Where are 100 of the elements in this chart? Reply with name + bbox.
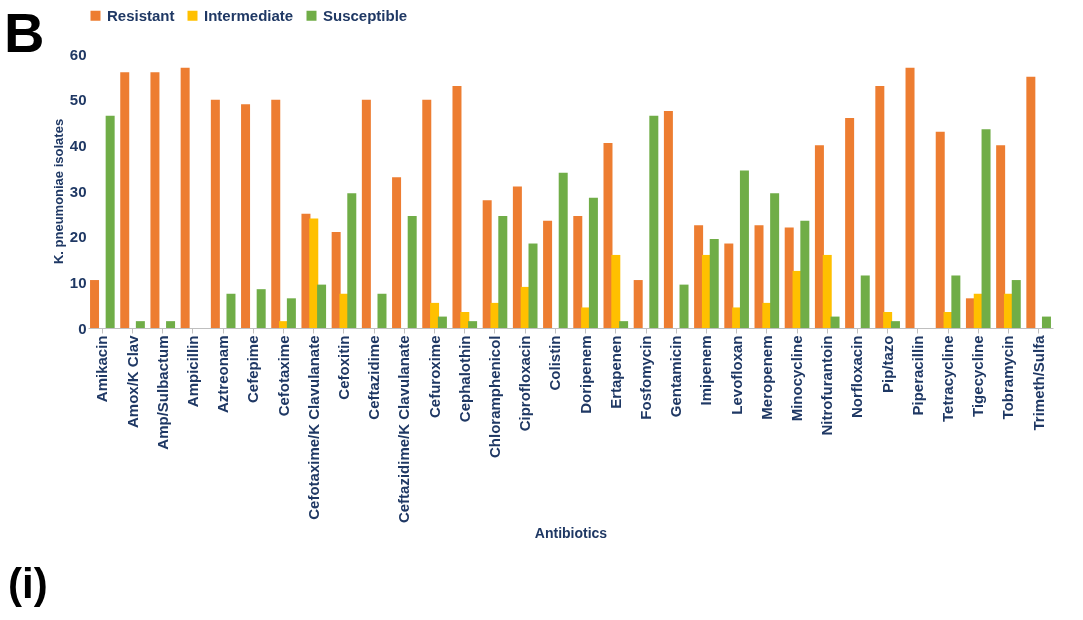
x-tick-label: Tetracycline [939,335,957,422]
bar [543,220,553,328]
bar [814,145,824,328]
bar [996,145,1006,328]
bar [981,129,991,328]
bar [679,284,689,328]
bar [460,312,470,328]
x-tick-label: Fosfomycin [637,335,655,420]
bar [482,200,492,328]
bar [210,99,220,328]
bar [105,115,115,328]
legend-label: Resistant [107,6,175,24]
bar [286,298,296,328]
bar [90,280,100,328]
x-tick-label: Aztreonam [214,335,232,414]
bar [588,197,598,328]
x-tick-label: Cefoxitin [334,335,352,400]
y-tick-label: 50 [69,91,87,109]
x-tick-label: Gentamicin [667,335,685,418]
bar [890,321,900,328]
x-tick-label: Pip/tazo [878,335,896,394]
bar [800,220,810,328]
x-tick-label: Amox/K Clav [123,334,141,429]
x-tick-label: Doripenem [576,335,594,414]
bar [633,280,643,328]
bar [860,275,870,328]
x-tick-label: Meropenem [757,335,775,420]
x-tick-label: Nitrofurantoin [818,335,836,436]
x-tick-label: Minocycline [788,335,806,422]
bar [905,67,915,328]
bar [437,316,447,328]
bar [770,193,780,328]
bar [694,225,704,328]
bar [361,99,371,328]
bar [935,131,945,328]
bar [619,321,629,328]
x-tick-label: Cefotaxime/K Clavulanate [304,335,322,520]
y-tick-label: 20 [69,228,87,246]
bar [754,225,764,328]
bar [226,293,236,328]
bar [573,216,583,328]
bar [528,243,538,328]
x-tick-label: Ciprofloxacin [516,335,534,432]
bar [739,170,749,328]
bar [430,302,440,328]
x-tick-label: Trimeth/Sulfa [1029,334,1047,431]
bar [724,243,734,328]
bar [180,67,190,328]
x-tick-label: Cephalothin [455,335,473,423]
legend-label: Intermediate [204,6,294,24]
bar [135,321,145,328]
x-tick-label: Piperacillin [908,335,926,416]
bar [649,115,659,328]
y-tick-label: 0 [78,319,87,337]
bar [951,275,961,328]
x-tick-label: Tobramycin [999,335,1017,420]
bar [845,117,855,328]
bar [271,99,281,328]
x-tick-label: Amikacin [93,335,111,403]
x-tick-label: Ceftazidime [365,335,383,420]
x-axis-title: Antibiotics [534,525,608,542]
bar [256,289,266,328]
bar [150,72,160,328]
text: (i) [8,560,48,608]
y-axis-title: K. pneumoniae isolates [50,118,66,265]
x-tick-label: Ampicillin [183,335,201,408]
bar [120,72,130,328]
bar [331,232,341,328]
x-tick-label: Cefuroxime [425,335,443,419]
bar [241,104,251,328]
bar [611,254,621,328]
legend-label: Susceptible [323,6,408,24]
y-tick-label: 60 [69,45,87,63]
x-tick-label: Norfloxacin [848,335,866,419]
x-tick-label: Tigecycline [969,335,987,417]
bar [309,218,319,328]
bar [830,316,840,328]
bar [317,284,327,328]
bar [875,85,885,328]
x-tick-label: Ertapenen [606,335,624,409]
bar [377,293,387,328]
bar [784,227,794,328]
bar [468,321,478,328]
bar [452,85,462,328]
bar [166,321,176,328]
bar [422,99,432,328]
text: B [4,0,45,65]
bar [407,216,417,328]
bar [1011,280,1021,328]
x-tick-label: Imipenem [697,335,715,406]
bar [709,238,719,328]
x-tick-label: Ceftazidime/K Clavulanate [395,335,413,524]
x-tick-label: Amp/Sulbactum [153,335,171,450]
bar [392,177,402,328]
x-tick-label: Cefepime [244,335,262,404]
bar [498,216,508,328]
x-tick-label: Levofloxan [727,335,745,415]
x-tick-label: Cefotaxime [274,335,292,417]
bar [663,111,673,328]
bar [883,312,893,328]
